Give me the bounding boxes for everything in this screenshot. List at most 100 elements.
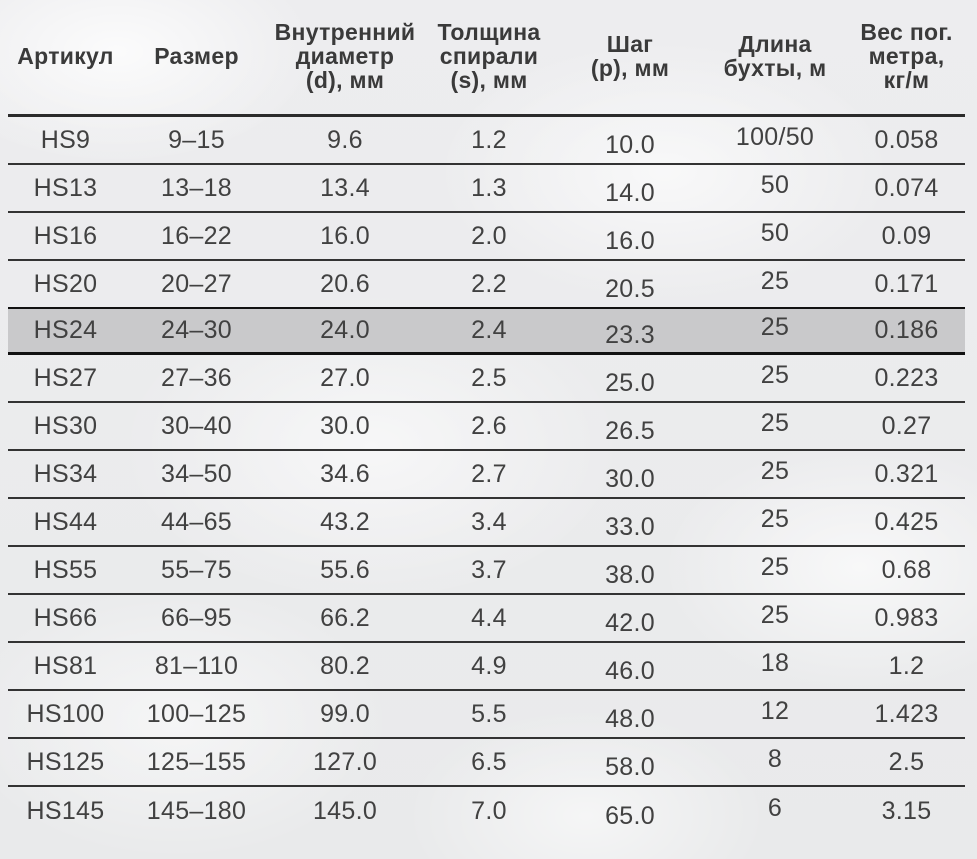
cell-coil-length: 6 — [767, 793, 783, 822]
cell-article: HS125 — [26, 747, 105, 776]
cell-inner-diameter: 24.0 — [320, 316, 370, 344]
cell-pitch: 10.0 — [605, 130, 655, 159]
table-row: HS20 20–27 20.6 2.2 20.5 25 0.171 — [8, 261, 965, 309]
cell-pitch: 16.0 — [605, 226, 655, 255]
cell-pitch: 48.0 — [605, 704, 655, 733]
cell-inner-diameter: 20.6 — [320, 269, 370, 298]
cell-inner-diameter: 13.4 — [320, 173, 370, 202]
table-row: HS9 9–15 9.6 1.2 10.0 100/50 0.058 — [8, 117, 965, 165]
cell-spiral-thickness: 1.2 — [471, 125, 507, 154]
cell-weight-per-meter: 0.983 — [874, 603, 939, 632]
cell-spiral-thickness: 3.4 — [471, 507, 507, 536]
cell-size: 100–125 — [146, 699, 247, 728]
table-header-row: Артикул Размер Внутренний диаметр (d), м… — [8, 0, 965, 117]
cell-spiral-thickness: 2.6 — [471, 411, 507, 440]
table-row: HS30 30–40 30.0 2.6 26.5 25 0.27 — [8, 403, 965, 451]
cell-article: HS30 — [33, 411, 98, 440]
cell-pitch: 20.5 — [605, 274, 655, 303]
cell-article: HS24 — [33, 316, 98, 344]
column-header-spiral-thickness: Толщина спирали (s), мм — [437, 19, 541, 93]
cell-size: 145–180 — [146, 796, 247, 825]
cell-spiral-thickness: 5.5 — [471, 699, 507, 728]
cell-article: HS9 — [40, 125, 91, 154]
cell-article: HS145 — [26, 796, 105, 825]
cell-inner-diameter: 145.0 — [312, 796, 378, 825]
cell-weight-per-meter: 0.058 — [874, 125, 939, 154]
cell-article: HS100 — [26, 699, 105, 728]
cell-coil-length: 100/50 — [735, 122, 815, 151]
cell-weight-per-meter: 0.68 — [881, 555, 932, 584]
cell-weight-per-meter: 0.186 — [874, 316, 939, 344]
column-header-coil-length: Длина бухты, м — [723, 31, 827, 81]
cell-spiral-thickness: 6.5 — [471, 747, 507, 776]
cell-pitch: 14.0 — [605, 178, 655, 207]
cell-weight-per-meter: 0.27 — [881, 411, 932, 440]
column-header-pitch: Шаг (p), мм — [590, 31, 670, 81]
cell-size: 81–110 — [154, 651, 239, 680]
cell-article: HS81 — [33, 651, 98, 680]
table-row: HS27 27–36 27.0 2.5 25.0 25 0.223 — [8, 355, 965, 403]
cell-coil-length: 8 — [767, 744, 783, 773]
cell-coil-length: 25 — [760, 456, 790, 485]
cell-article: HS34 — [33, 459, 98, 488]
cell-weight-per-meter: 0.223 — [874, 363, 939, 392]
cell-coil-length: 25 — [760, 552, 790, 581]
cell-article: HS16 — [33, 221, 98, 250]
cell-pitch: 46.0 — [605, 656, 655, 685]
cell-size: 27–36 — [160, 363, 233, 392]
cell-spiral-thickness: 3.7 — [471, 555, 507, 584]
table-row: HS55 55–75 55.6 3.7 38.0 25 0.68 — [8, 547, 965, 595]
table-row: HS125 125–155 127.0 6.5 58.0 8 2.5 — [8, 739, 965, 787]
spec-table: Артикул Размер Внутренний диаметр (d), м… — [8, 0, 965, 835]
cell-size: 24–30 — [160, 316, 233, 344]
cell-coil-length: 25 — [760, 313, 790, 341]
table-row: HS13 13–18 13.4 1.3 14.0 50 0.074 — [8, 165, 965, 213]
cell-weight-per-meter: 3.15 — [881, 796, 932, 825]
cell-coil-length: 25 — [760, 360, 790, 389]
cell-weight-per-meter: 0.425 — [874, 507, 939, 536]
cell-spiral-thickness: 4.4 — [471, 603, 507, 632]
cell-spiral-thickness: 2.4 — [471, 316, 507, 344]
cell-coil-length: 50 — [760, 218, 790, 247]
cell-inner-diameter: 16.0 — [320, 221, 370, 250]
cell-size: 55–75 — [160, 555, 233, 584]
cell-pitch: 30.0 — [605, 464, 655, 493]
column-header-weight-per-meter: Вес пог. метра, кг/м — [860, 19, 953, 93]
table-row: HS100 100–125 99.0 5.5 48.0 12 1.423 — [8, 691, 965, 739]
cell-inner-diameter: 55.6 — [320, 555, 370, 584]
cell-article: HS20 — [33, 269, 98, 298]
cell-pitch: 25.0 — [605, 368, 655, 397]
cell-inner-diameter: 99.0 — [320, 699, 370, 728]
cell-size: 34–50 — [160, 459, 233, 488]
cell-pitch: 26.5 — [605, 416, 655, 445]
cell-inner-diameter: 80.2 — [320, 651, 370, 680]
cell-size: 30–40 — [160, 411, 233, 440]
cell-coil-length: 25 — [760, 266, 790, 295]
cell-spiral-thickness: 1.3 — [471, 173, 507, 202]
cell-spiral-thickness: 2.2 — [471, 269, 507, 298]
cell-pitch: 38.0 — [605, 560, 655, 589]
cell-size: 125–155 — [146, 747, 247, 776]
cell-weight-per-meter: 0.321 — [874, 459, 939, 488]
cell-weight-per-meter: 1.423 — [874, 699, 939, 728]
cell-pitch: 42.0 — [605, 608, 655, 637]
cell-pitch: 33.0 — [605, 512, 655, 541]
cell-article: HS27 — [33, 363, 98, 392]
cell-spiral-thickness: 7.0 — [471, 796, 507, 825]
table-body: HS9 9–15 9.6 1.2 10.0 100/50 0.058 HS13 … — [8, 117, 965, 835]
table-row: HS44 44–65 43.2 3.4 33.0 25 0.425 — [8, 499, 965, 547]
cell-inner-diameter: 43.2 — [320, 507, 370, 536]
column-header-inner-diameter: Внутренний диаметр (d), мм — [274, 19, 416, 93]
table-row: HS145 145–180 145.0 7.0 65.0 6 3.15 — [8, 787, 965, 835]
cell-weight-per-meter: 2.5 — [888, 747, 925, 776]
cell-pitch: 58.0 — [605, 752, 655, 781]
cell-article: HS13 — [33, 173, 98, 202]
cell-size: 20–27 — [160, 269, 233, 298]
cell-size: 44–65 — [160, 507, 233, 536]
cell-inner-diameter: 27.0 — [320, 363, 370, 392]
cell-inner-diameter: 34.6 — [320, 459, 370, 488]
cell-weight-per-meter: 1.2 — [888, 651, 925, 680]
cell-coil-length: 25 — [760, 600, 790, 629]
cell-article: HS66 — [33, 603, 98, 632]
